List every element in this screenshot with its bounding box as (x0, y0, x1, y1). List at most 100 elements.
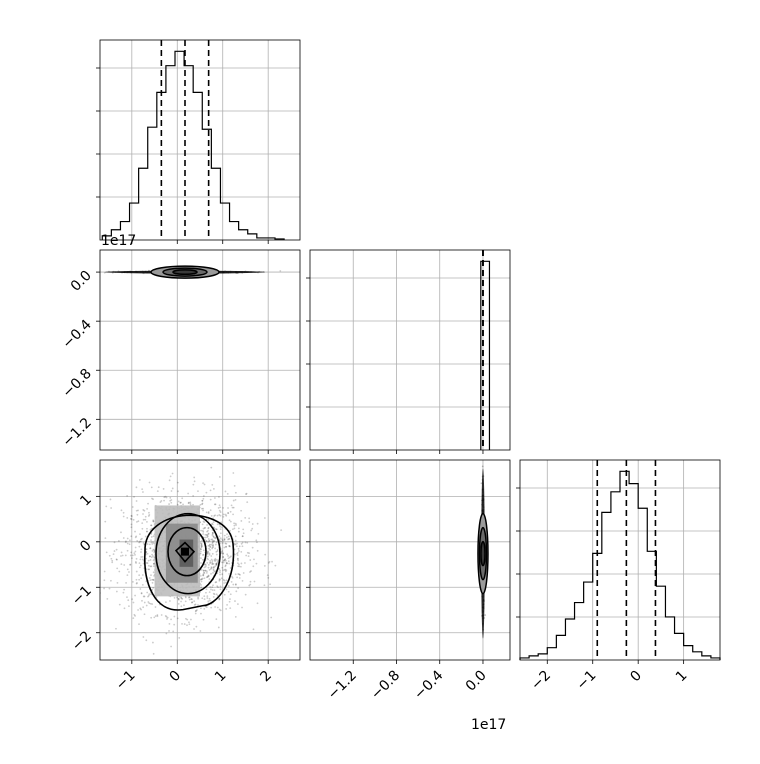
panel-p31-point-914 (207, 544, 210, 547)
panel-p31-point-1394 (156, 490, 159, 492)
panel-p31-point-1307 (147, 515, 150, 517)
panel-p31-point-1547 (145, 548, 148, 551)
panel-p31-point-786 (163, 499, 165, 502)
panel-p31-point-286 (140, 592, 143, 594)
panel-p31-point-539 (246, 541, 249, 544)
panel-p31-point-92 (202, 495, 205, 497)
panel-p31-point-969 (206, 524, 208, 526)
panel-p31-point-1473 (144, 535, 147, 538)
panel-p31-point-186 (138, 545, 141, 548)
panel-p31-point-1096 (140, 548, 143, 551)
panel-p31-point-1335 (149, 565, 152, 568)
panel-p31-point-1532 (223, 579, 226, 582)
panel-p31-point-1510 (202, 574, 205, 576)
panel-p31-point-371 (120, 551, 123, 554)
panel-p31-point-699 (115, 590, 118, 593)
panel-p31-point-1175 (225, 536, 228, 539)
panel-p31-point-637 (150, 524, 152, 527)
panel-p31-point-1468 (168, 622, 171, 625)
panel-p31-point-1178 (215, 553, 218, 556)
panel-p31-point-717 (216, 585, 219, 588)
panel-p31-point-1008 (211, 522, 214, 525)
panel-p31-point-21 (219, 578, 221, 581)
panel-p31-point-122 (220, 551, 223, 553)
panel-p31-point-767 (201, 523, 204, 526)
panel-p31-point-403 (236, 552, 238, 555)
panel-p31-point-1347 (209, 562, 211, 564)
panel-p31-point-622 (219, 585, 222, 588)
panel-p31-point-750 (249, 583, 252, 586)
panel-p31-point-90 (240, 562, 243, 565)
panel-p31-point-673 (139, 540, 142, 543)
panel-p31-point-1637 (141, 583, 144, 586)
panel-diag-2 (306, 249, 511, 454)
panel-p31-point-1198 (103, 587, 105, 590)
panel-p31-point-1563 (200, 543, 203, 546)
panel-p31-point-1296 (214, 565, 217, 568)
panel-p31-point-308 (113, 550, 116, 552)
panel-p31-point-875 (176, 617, 179, 620)
panel-p31-point-415 (132, 581, 134, 583)
panel-p31-point-679 (217, 586, 219, 589)
panel-p31-point-782 (170, 645, 172, 648)
panel-p31-point-63 (185, 617, 187, 620)
panel-p31-point-94 (252, 628, 255, 631)
panel-p31-point-1679 (231, 576, 234, 579)
panel-p31-point-603 (218, 578, 221, 581)
panel-p31-point-1522 (168, 503, 170, 505)
panel-p31-point-258 (222, 561, 225, 564)
panel-p31-point-1467 (104, 537, 107, 540)
panel-p31-point-1105 (239, 573, 241, 576)
panel-p31-point-1311 (222, 578, 225, 581)
panel-diag-2-bg (310, 250, 510, 450)
panel-p31-point-1321 (205, 540, 208, 543)
panel-p31-point-555 (237, 573, 240, 575)
panel-p31-point-1117 (228, 537, 231, 540)
panel-p31-point-1450 (244, 562, 246, 564)
panel-p31-point-808 (218, 598, 221, 600)
panel-p31-point-1688 (141, 488, 144, 491)
panel-p31-point-691 (225, 579, 228, 582)
panel-p31-point-711 (150, 536, 153, 538)
panel-p31-point-534 (203, 483, 206, 486)
panel-p31-point-920 (202, 520, 205, 523)
panel-p31-point-174 (231, 528, 234, 531)
panel-p31-point-1396 (110, 557, 113, 560)
panel-p31-point-1305 (215, 562, 218, 565)
panel-p31-point-1087 (234, 498, 237, 501)
panel-diag-1 (96, 39, 301, 244)
panel-p31-point-1634 (233, 543, 236, 545)
panel-p31-point-1612 (138, 540, 141, 543)
panel-p31-point-34 (170, 501, 173, 504)
panel-p31-point-351 (245, 492, 248, 495)
panel-p31-point-1669 (160, 614, 163, 616)
panel-p31-point-1455 (202, 569, 205, 572)
panel-p31-point-366 (199, 503, 202, 506)
panel-p31-point-1638 (150, 539, 152, 542)
panel-p31-point-139 (120, 555, 122, 557)
panel-p31-point-554 (212, 545, 215, 548)
panel-p31-point-1762 (196, 609, 198, 611)
panel-p31-point-1142 (246, 551, 249, 554)
panel-p31-point-743 (194, 603, 197, 606)
panel-p31-point-1765 (215, 618, 218, 621)
panel-p31-point-1446 (238, 550, 240, 552)
panel-p31-point-1641 (256, 522, 259, 525)
panel-p31-point-1193 (150, 574, 152, 577)
panel-p31-point-780 (211, 561, 214, 564)
panel-p31-point-1136 (115, 558, 118, 561)
panel-p31-point-1150 (225, 588, 228, 591)
panel-p31-point-88 (192, 483, 195, 486)
panel-p31-point-1147 (242, 528, 245, 531)
panel-p31-point-155 (188, 596, 191, 599)
panel-p31-point-299 (144, 518, 147, 521)
panel-p31-point-1020 (219, 542, 222, 545)
panel-p31-point-1375 (210, 567, 213, 569)
panel-p31-point-1019 (234, 573, 237, 576)
panel-p31-point-164 (232, 506, 235, 509)
panel-p31-point-1079 (208, 552, 211, 555)
panel-p31-point-199 (138, 541, 141, 544)
panel-p31-point-197 (160, 500, 163, 502)
panel-p31-point-436 (219, 525, 222, 528)
panel-p31-point-1651 (251, 546, 254, 549)
